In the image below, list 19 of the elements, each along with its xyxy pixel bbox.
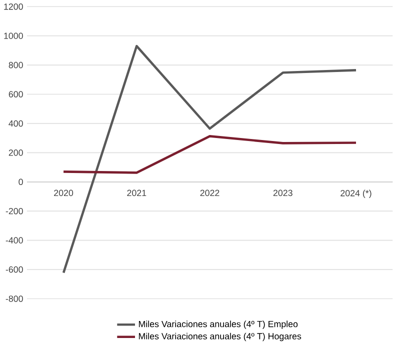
y-tick-label: -400 xyxy=(6,237,23,244)
y-tick-label: 1000 xyxy=(4,32,23,39)
y-tick-label: -800 xyxy=(6,296,23,302)
line-series xyxy=(62,135,358,174)
y-tick-label: 200 xyxy=(8,150,23,156)
y-tick-label: 400 xyxy=(8,120,23,127)
x-tick-label: 2022 xyxy=(200,190,220,196)
x-tick-label: 2024 (*) xyxy=(340,190,372,198)
y-tick-label: -600 xyxy=(6,266,23,273)
y-tick-label: 800 xyxy=(8,62,23,68)
y-tick-label: 0 xyxy=(18,178,23,186)
legend-label: Miles Variaciones anuales (4º T) Hogares xyxy=(138,332,302,342)
legend-label: Miles Variaciones anuales (4º T) Empleo xyxy=(138,320,298,329)
x-tick-label: 2023 xyxy=(273,190,292,196)
y-tick-label: 600 xyxy=(8,91,23,98)
x-tick-label: 2021 xyxy=(127,190,146,196)
y-tick-label: -200 xyxy=(6,208,23,214)
x-tick-label: 2020 xyxy=(54,190,74,196)
y-tick-label: 1200 xyxy=(4,3,23,10)
